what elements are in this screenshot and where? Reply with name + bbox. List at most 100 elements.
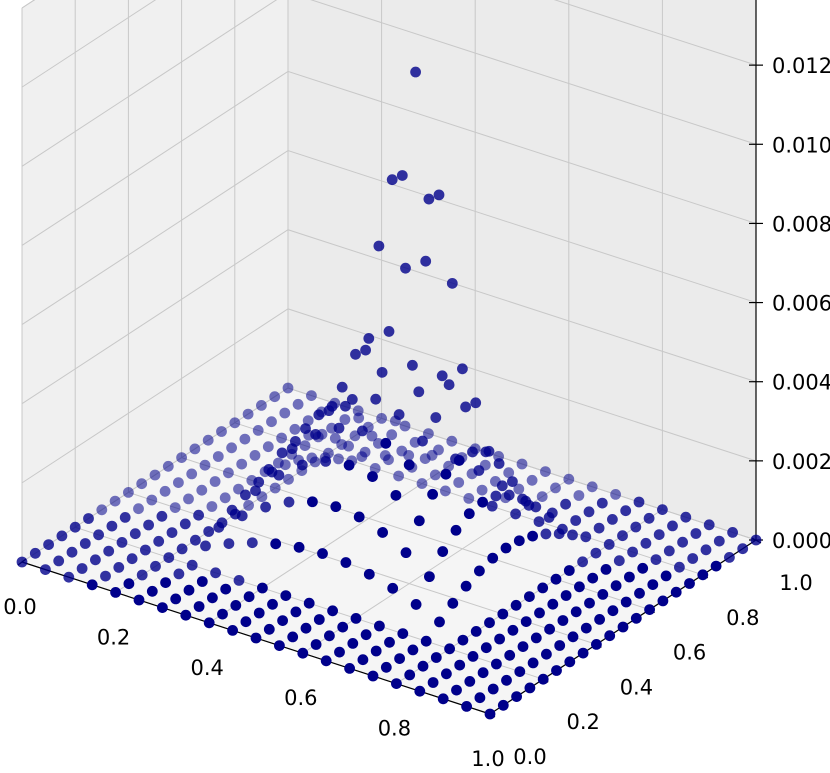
scatter-point [510, 599, 522, 611]
scatter-point [513, 483, 525, 495]
scatter-point [533, 516, 545, 527]
scatter-point [126, 553, 138, 565]
scatter-point [514, 666, 526, 677]
scatter-point [454, 659, 466, 671]
scatter-point [140, 544, 151, 556]
scatter-point [357, 425, 368, 437]
scatter-point [387, 582, 399, 594]
scatter-point [270, 538, 282, 550]
scatter-point [580, 622, 592, 634]
scatter-point [434, 616, 445, 628]
scatter-point [300, 622, 312, 634]
scatter-point [340, 400, 351, 412]
scatter-point [90, 554, 101, 566]
scatter-point [484, 617, 495, 629]
scatter-point [360, 344, 371, 356]
scatter-point [444, 643, 455, 655]
scatter-point [350, 348, 361, 360]
scatter-point [537, 582, 549, 594]
scatter-point [279, 407, 291, 419]
scatter-point [317, 548, 328, 559]
scatter-point [133, 503, 144, 515]
scatter-point [724, 552, 735, 563]
scatter-point [750, 534, 762, 546]
scatter-point [69, 521, 81, 533]
scatter-point [83, 513, 94, 524]
scatter-point [79, 538, 91, 549]
scatter-point [166, 527, 178, 538]
z-tick-label: 0.006 [772, 292, 830, 316]
scatter-point [43, 539, 54, 550]
scatter-point [491, 658, 502, 670]
scatter-point [500, 542, 512, 554]
scatter-point [583, 506, 595, 518]
scatter-point [461, 701, 472, 712]
x-tick-label: 0.2 [97, 625, 130, 649]
scatter-point [186, 559, 198, 571]
scatter-point [153, 535, 165, 547]
scatter-point [637, 562, 649, 574]
scatter-point [330, 501, 342, 513]
y-tick-label: 0.0 [513, 745, 546, 769]
scatter-point [146, 494, 158, 506]
scatter-point [213, 521, 225, 533]
scatter-point [16, 556, 28, 568]
scatter-point [510, 508, 521, 520]
scatter-point [353, 412, 365, 424]
scatter-point [103, 545, 115, 557]
scatter-point [400, 547, 412, 559]
scatter-point [560, 498, 571, 510]
scatter-point [397, 628, 409, 639]
scatter-point [116, 537, 128, 548]
scatter-point [239, 433, 251, 445]
scatter-point [393, 409, 405, 420]
scatter-point [467, 651, 479, 662]
scatter-point [474, 565, 485, 577]
scatter-point [440, 468, 452, 480]
scatter-point [563, 565, 575, 576]
scatter-point [604, 630, 616, 642]
scatter-point [457, 634, 469, 646]
scatter-point [526, 474, 538, 486]
scatter-point [480, 446, 492, 458]
scatter-point [262, 441, 274, 453]
scatter-point [517, 493, 528, 505]
scatter-point [133, 594, 145, 606]
scatter-point [276, 447, 288, 459]
scatter-point [287, 631, 299, 643]
scatter-point [653, 529, 665, 540]
scatter-point [343, 459, 355, 471]
scatter-point [607, 514, 618, 525]
scatter-point [307, 496, 318, 508]
scatter-point [369, 462, 381, 474]
scatter-point [587, 572, 599, 584]
scatter-point [687, 553, 699, 564]
scatter-point [467, 446, 478, 458]
scatter-point [557, 615, 569, 626]
scatter-point [677, 536, 688, 548]
scatter-point [273, 469, 285, 481]
scatter-point [490, 490, 502, 502]
scatter-point [339, 414, 351, 425]
x-tick-label: 0.8 [378, 717, 411, 741]
scatter-point [179, 518, 191, 530]
scatter-point [29, 547, 41, 559]
scatter-point [660, 570, 672, 582]
scatter-point [451, 684, 462, 696]
scatter-point [643, 512, 655, 524]
scatter-point [374, 620, 385, 632]
scatter-point [329, 432, 341, 444]
scatter-point [106, 520, 118, 532]
z-tick-label: 0.010 [772, 133, 830, 157]
scatter-point [110, 587, 121, 598]
scatter-point [277, 615, 288, 626]
scatter-point [593, 522, 605, 534]
scatter-point [507, 476, 518, 487]
scatter-point [170, 593, 182, 605]
scatter-point [300, 423, 311, 435]
z-tick-label: 0.012 [772, 54, 830, 78]
scatter-point [393, 470, 404, 482]
scatter-point [256, 400, 267, 411]
scatter-point [123, 578, 135, 590]
scatter-point [551, 665, 562, 676]
